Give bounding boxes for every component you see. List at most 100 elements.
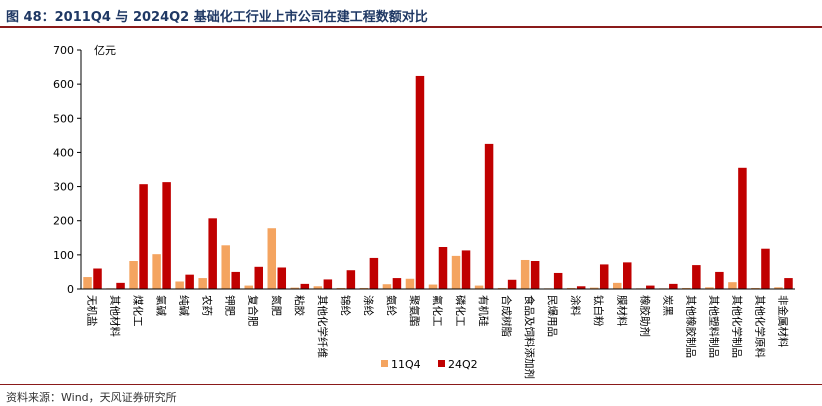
- bar-s2: [530, 261, 540, 289]
- bar-s2: [669, 283, 678, 289]
- bar-s2: [599, 264, 609, 289]
- bar-s1: [152, 254, 161, 289]
- bar-s2: [715, 271, 724, 289]
- bar-s2: [692, 265, 701, 289]
- bar-s1: [244, 285, 253, 289]
- x-tick-label: 有机硅: [477, 295, 490, 327]
- bar-s1: [497, 287, 507, 289]
- bar-s2: [346, 270, 356, 289]
- bar-s1: [336, 287, 346, 289]
- bar-s1: [682, 287, 691, 289]
- bar-s2: [738, 167, 747, 289]
- bar-s1: [705, 287, 714, 289]
- x-tick-label: 氟化工: [431, 295, 444, 327]
- bar-s2: [461, 250, 471, 289]
- bar-s1: [613, 282, 622, 289]
- bar-s2: [761, 248, 770, 289]
- bar-s2: [300, 283, 310, 289]
- bar-chart: 0 100 200 300 400 500 600 700 亿元 无机盐 其他材料 煤化工 氯碱 纯碱…: [53, 44, 795, 379]
- bar-s2: [553, 272, 563, 289]
- x-tick-label: 膜材料: [615, 295, 628, 327]
- y-tick-label: 100: [53, 249, 74, 262]
- x-axis: 无机盐 其他材料 煤化工 氯碱 纯碱 农药 钾肥 复合肥 氮肥 粘胶 其他化学纤维 锦纶 涤纶 氨纶 聚氨酯…: [81, 288, 795, 379]
- x-tick-label: 粘胶: [293, 295, 306, 316]
- bar-s2: [116, 282, 125, 289]
- bar-s2: [254, 266, 263, 289]
- bar-s2: [185, 274, 194, 289]
- x-tick-label: 其他橡胶制品: [684, 295, 697, 358]
- y-tick-label: 700: [53, 44, 74, 57]
- y-tick-label: 0: [67, 283, 74, 296]
- legend: 11Q4 24Q2: [381, 358, 478, 371]
- bar-s1: [313, 286, 323, 289]
- bar-s2: [576, 286, 586, 289]
- x-tick-label: 其他化学纤维: [316, 295, 329, 358]
- bar-s1: [428, 284, 438, 289]
- y-tick-label: 200: [53, 215, 74, 228]
- bar-s2: [438, 247, 448, 289]
- bar-s2: [162, 182, 171, 289]
- x-tick-label: 无机盐: [86, 295, 99, 327]
- x-tick-label: 民爆用品: [546, 295, 559, 337]
- x-tick-label: 其他化学制品: [730, 295, 743, 358]
- bar-s1: [290, 287, 300, 289]
- bar-s2: [231, 271, 240, 289]
- bar-s2: [484, 143, 494, 289]
- x-tick-label: 其他化学原料: [753, 295, 766, 358]
- y-axis-unit-label: 亿元: [94, 44, 116, 57]
- bar-s1: [359, 287, 369, 289]
- bar-s2: [646, 285, 655, 289]
- bar-s1: [566, 287, 576, 289]
- x-tick-label: 橡胶助剂: [638, 295, 651, 337]
- x-tick-label: 农药: [201, 295, 214, 316]
- bar-s2: [369, 257, 379, 289]
- x-tick-label: 涤纶: [362, 295, 375, 316]
- bar-s2: [139, 184, 148, 289]
- x-tick-label: 非金属材料: [776, 295, 789, 348]
- bar-s1: [451, 255, 461, 289]
- source-note: 资料来源：Wind，天风证券研究所: [6, 391, 177, 404]
- y-tick-label: 600: [53, 78, 74, 91]
- legend-label: 11Q4: [391, 358, 421, 371]
- figure-title: 图 48：2011Q4 与 2024Q2 基础化工行业上市公司在建工程数额对比: [6, 10, 428, 25]
- legend-swatch: [438, 360, 445, 367]
- bar-s1: [405, 278, 415, 289]
- bar-s2: [415, 75, 425, 289]
- bar-s2: [623, 262, 632, 289]
- legend-label: 24Q2: [448, 358, 478, 371]
- bar-s1: [474, 285, 484, 289]
- title-rule: [0, 26, 822, 28]
- bar-s2: [208, 218, 217, 289]
- bars-group: [83, 75, 793, 289]
- y-tick-label: 300: [53, 181, 74, 194]
- bar-s2: [323, 279, 333, 289]
- x-tick-label: 纯碱: [178, 295, 191, 316]
- x-tick-label: 磷化工: [454, 295, 467, 327]
- bar-s2: [277, 267, 287, 289]
- bar-s1: [129, 261, 138, 289]
- x-tick-label: 炭黑: [661, 295, 673, 316]
- bar-s2: [784, 278, 793, 289]
- bar-s1: [751, 287, 760, 289]
- bar-s1: [728, 282, 737, 289]
- source-rule: [0, 384, 822, 385]
- x-tick-label: 锦纶: [339, 295, 352, 316]
- x-tick-label: 聚氨酯: [408, 295, 421, 327]
- bar-s2: [392, 278, 402, 289]
- y-tick-label: 400: [53, 146, 74, 159]
- bar-s1: [520, 259, 530, 289]
- bar-s1: [175, 281, 184, 289]
- y-axis: 0 100 200 300 400 500 600 700: [53, 44, 82, 296]
- x-tick-label: 合成树脂: [500, 295, 513, 337]
- bar-s1: [83, 277, 92, 289]
- x-tick-label: 其他塑料制品: [707, 295, 720, 358]
- bar-s2: [93, 268, 102, 289]
- bar-s1: [382, 284, 392, 289]
- x-tick-label: 氯碱: [155, 295, 168, 316]
- x-tick-label: 复合肥: [247, 295, 260, 327]
- bar-s2: [507, 279, 517, 289]
- x-tick-label: 煤化工: [132, 295, 145, 327]
- legend-swatch: [381, 360, 388, 367]
- x-tick-label: 钛白粉: [592, 295, 605, 327]
- bar-s1: [774, 287, 783, 289]
